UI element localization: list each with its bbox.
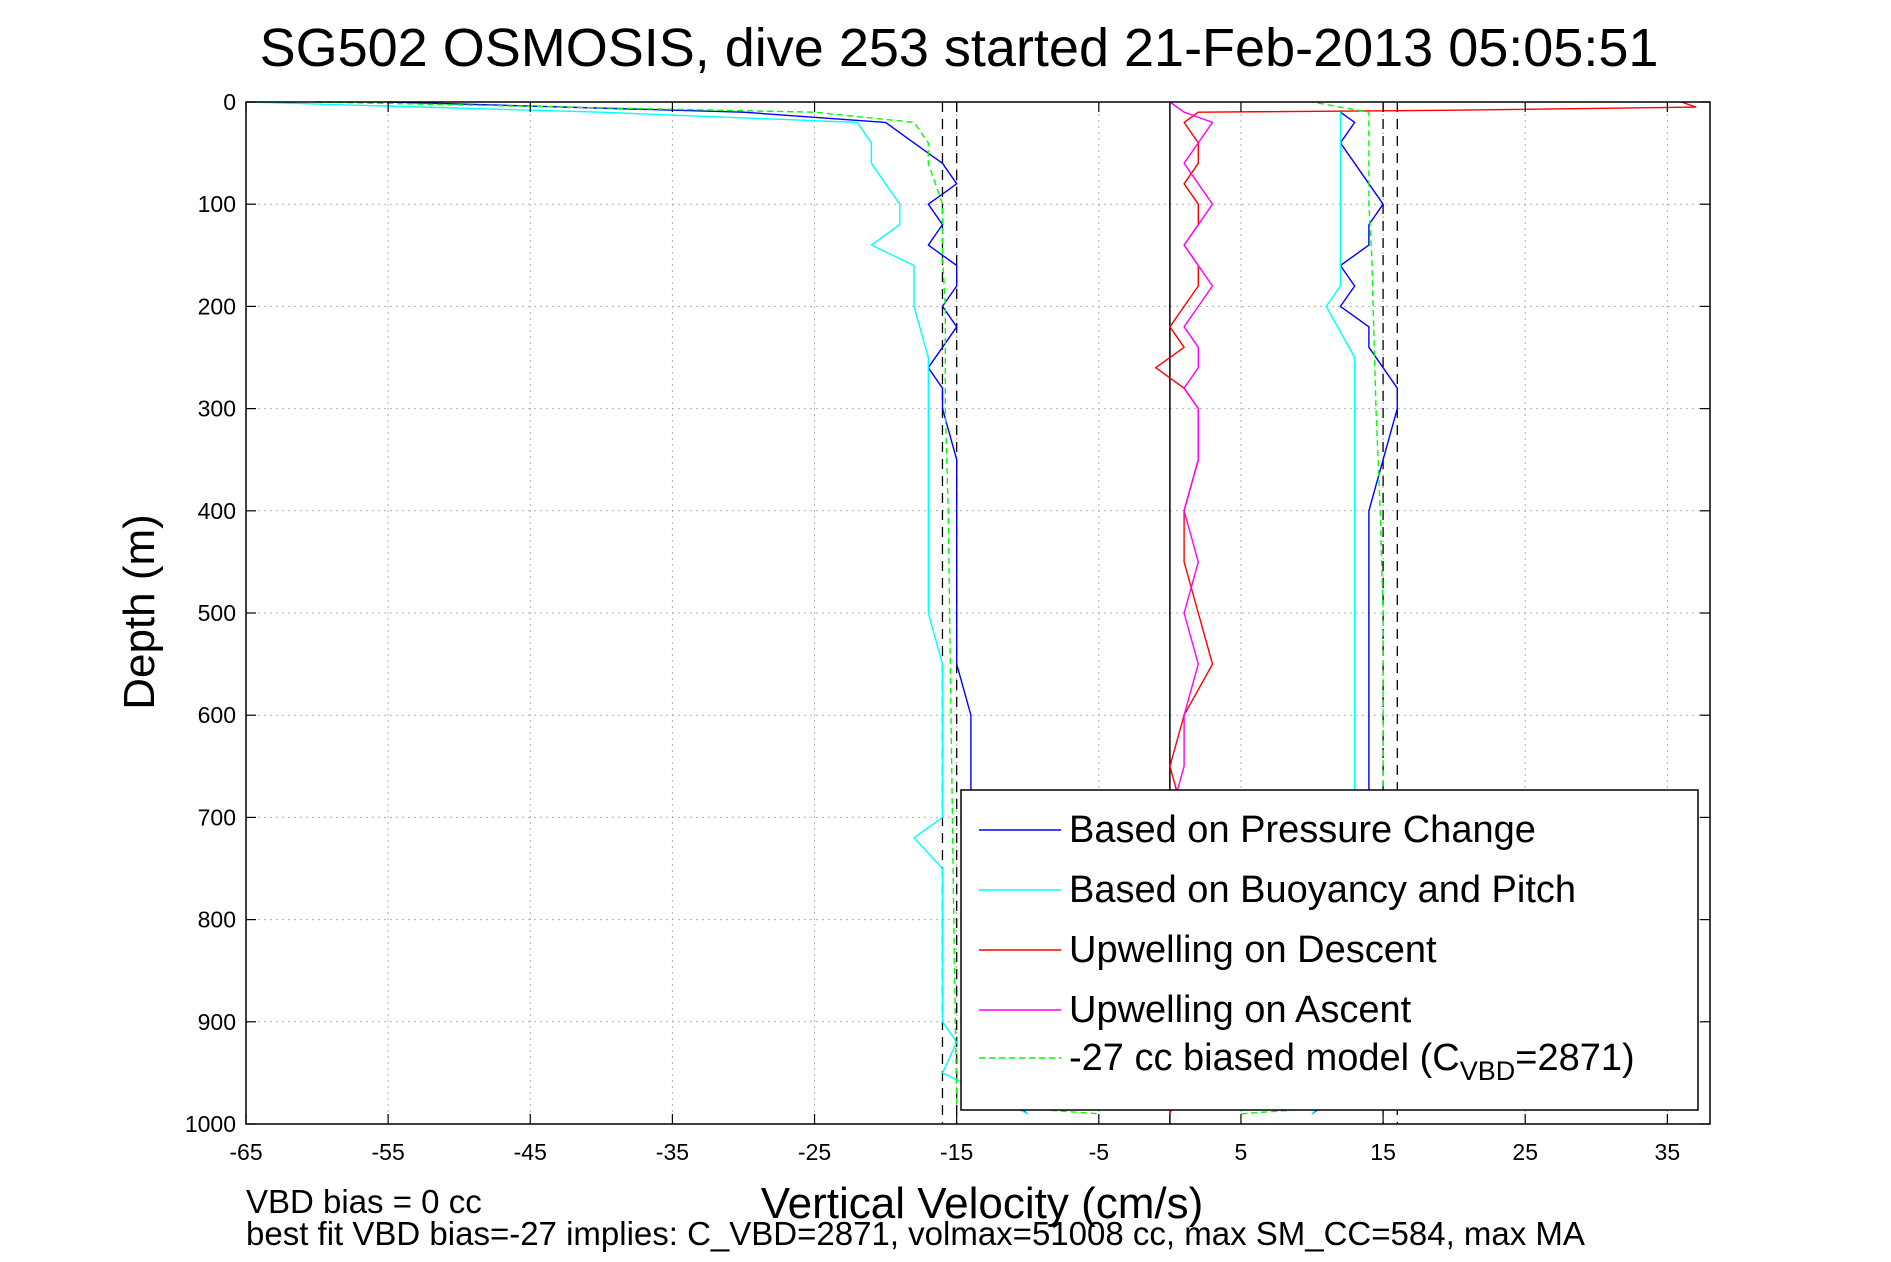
series-based-on-pressure-change-descent-line — [388, 101, 1029, 1115]
best-fit-note: best fit VBD bias=-27 implies: C_VBD=287… — [246, 1215, 1585, 1252]
x-tick-label: -5 — [1089, 1139, 1109, 1165]
y-tick-label: 700 — [198, 804, 236, 830]
x-tick-label: -65 — [229, 1139, 262, 1165]
x-tick-label: 15 — [1370, 1139, 1396, 1165]
legend-label-model: -27 cc biased model (CVBD=2871) — [1069, 1037, 1635, 1086]
x-tick-label: 25 — [1512, 1139, 1538, 1165]
y-tick-label: 1000 — [185, 1111, 236, 1137]
legend-label-descent: Upwelling on Descent — [1069, 929, 1437, 971]
legend-box — [960, 789, 1699, 1111]
y-tick-label: 600 — [198, 702, 236, 728]
x-axis-label: Vertical Velocity (cm/s) — [761, 1179, 1204, 1228]
x-tick-label: 5 — [1235, 1139, 1248, 1165]
vbd-bias-note: VBD bias = 0 cc — [246, 1183, 482, 1220]
legend-label-ascent: Upwelling on Ascent — [1069, 989, 1412, 1031]
y-tick-label: 100 — [198, 191, 236, 217]
y-tick-label: 500 — [198, 600, 236, 626]
x-tick-label: -45 — [514, 1139, 547, 1165]
legend-label-buoyancy: Based on Buoyancy and Pitch — [1069, 869, 1576, 911]
legend: Based on Pressure Change Based on Buoyanc… — [960, 789, 1699, 1111]
y-axis-label: Depth (m) — [115, 514, 164, 710]
x-tick-label: -55 — [372, 1139, 405, 1165]
series-based-on-buoyancy-and-pitch-descent-line — [245, 101, 1029, 1115]
x-tick-label: 35 — [1655, 1139, 1681, 1165]
y-tick-label: 0 — [223, 89, 236, 115]
chart-title: SG502 OSMOSIS, dive 253 started 21-Feb-2… — [260, 18, 1659, 78]
x-tick-label: -35 — [656, 1139, 689, 1165]
y-tick-label: 200 — [198, 293, 236, 319]
x-tick-label: -15 — [940, 1139, 973, 1165]
x-tick-label: -25 — [798, 1139, 831, 1165]
axis-ticks: -65 -55 -45 -35 -25 -15 -5 5 15 25 350100200300400… — [185, 89, 1710, 1165]
y-tick-label: 400 — [198, 498, 236, 524]
y-tick-label: 300 — [198, 396, 236, 422]
legend-label-pressure: Based on Pressure Change — [1069, 809, 1536, 851]
y-tick-label: 900 — [198, 1009, 236, 1035]
y-tick-label: 800 — [198, 907, 236, 933]
